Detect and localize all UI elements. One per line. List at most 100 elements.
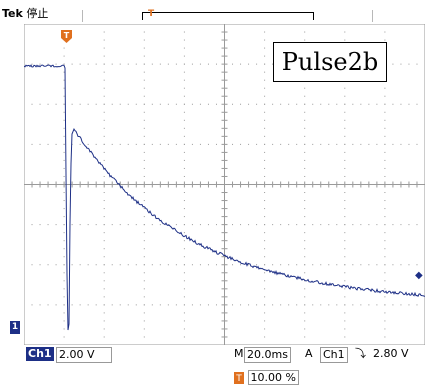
grid-dot	[264, 24, 266, 25]
grid-dot	[183, 63, 185, 65]
grid-dot	[215, 304, 217, 306]
grid-dot	[384, 224, 386, 226]
grid-dot	[264, 320, 266, 322]
grid-dot	[344, 175, 346, 177]
grid-dot	[344, 143, 346, 145]
grid-dot	[143, 256, 145, 258]
grid-dot	[320, 264, 322, 266]
grid-dot	[63, 240, 65, 242]
grid-dot	[151, 224, 153, 226]
grid-dot	[135, 63, 137, 65]
grid-dot	[344, 248, 346, 250]
grid-dot	[151, 63, 153, 65]
grid-dot	[103, 312, 105, 314]
grid-dot	[304, 288, 306, 290]
trigger-level-arrow-icon[interactable]: ◆	[415, 270, 423, 281]
grid-dot	[304, 256, 306, 258]
grid-dot	[63, 200, 65, 202]
grid-dot	[344, 103, 346, 105]
grid-dot	[264, 63, 266, 65]
grid-dot	[344, 312, 346, 314]
header-separator	[82, 10, 83, 22]
grid-dot	[183, 200, 185, 202]
ch1-ground-marker-icon[interactable]: 1	[10, 321, 20, 334]
grid-dot	[103, 71, 105, 73]
grid-dot	[87, 103, 89, 105]
grid-dot	[127, 264, 129, 266]
grid-dot	[79, 103, 81, 105]
grid-dot	[167, 143, 169, 145]
grid-dot	[207, 264, 209, 266]
grid-dot	[103, 280, 105, 282]
grid-dot	[103, 111, 105, 113]
grid-dot	[400, 63, 402, 65]
grid-dot	[183, 95, 185, 97]
grid-dot	[248, 143, 250, 145]
grid-dot	[368, 304, 370, 306]
grid-dot	[191, 304, 193, 306]
grid-dot	[336, 264, 338, 266]
grid-dot	[304, 232, 306, 234]
grid-dot	[135, 304, 137, 306]
grid-dot	[143, 272, 145, 274]
channel-tag[interactable]: Ch1	[26, 347, 54, 361]
grid-dot	[264, 143, 266, 145]
grid-dot	[232, 63, 234, 65]
grid-dot	[304, 143, 306, 145]
volts-per-div[interactable]: 2.00 V	[56, 347, 112, 363]
grid-dot	[119, 224, 121, 226]
horizontal-position-value[interactable]: 10.00 %	[247, 370, 299, 385]
grid-dot	[143, 95, 145, 97]
grid-dot	[63, 119, 65, 121]
grid-dot	[392, 224, 394, 226]
grid-dot	[264, 272, 266, 274]
grid-dot	[392, 264, 394, 266]
grid-dot	[63, 272, 65, 274]
trigger-position-icon[interactable]: T	[61, 30, 72, 43]
timebase-value[interactable]: 20.0ms	[244, 347, 291, 363]
grid-dot	[119, 63, 121, 65]
grid-dot	[143, 103, 145, 105]
trigger-level[interactable]: 2.80 V	[373, 347, 409, 360]
grid-dot	[384, 24, 386, 25]
grid-dot	[248, 264, 250, 266]
grid-dot	[119, 264, 121, 266]
grid-dot	[416, 224, 418, 226]
grid-dot	[95, 264, 97, 266]
grid-dot	[304, 328, 306, 330]
grid-dot	[272, 264, 274, 266]
grid-dot	[103, 143, 105, 145]
grid-dot	[111, 304, 113, 306]
grid-dot	[304, 24, 306, 25]
grid-dot	[344, 224, 346, 226]
grid-dot	[344, 24, 346, 25]
grid-dot	[368, 103, 370, 105]
grid-dot	[167, 304, 169, 306]
grid-dot	[47, 143, 49, 145]
grid-dot	[183, 175, 185, 177]
grid-dot	[384, 272, 386, 274]
record-length-bar[interactable]	[142, 12, 314, 20]
grid-dot	[304, 127, 306, 129]
grid-dot	[183, 55, 185, 57]
record-position-marker[interactable]: T	[148, 9, 155, 19]
grid-dot	[103, 39, 105, 41]
grid-dot	[304, 95, 306, 97]
grid-dot	[240, 63, 242, 65]
grid-dot	[264, 216, 266, 218]
grid-dot	[199, 304, 201, 306]
trigger-source[interactable]: Ch1	[320, 347, 348, 363]
grid-dot	[312, 224, 314, 226]
grid-dot	[135, 103, 137, 105]
grid-dot	[312, 304, 314, 306]
grid-dot	[400, 264, 402, 266]
grid-dot	[215, 103, 217, 105]
grid-dot	[103, 216, 105, 218]
grid-dot	[312, 143, 314, 145]
grid-dot	[63, 24, 65, 25]
grid-dot	[119, 304, 121, 306]
grid-dot	[408, 304, 410, 306]
grid-dot	[232, 103, 234, 105]
grid-dot	[272, 304, 274, 306]
grid-dot	[151, 264, 153, 266]
